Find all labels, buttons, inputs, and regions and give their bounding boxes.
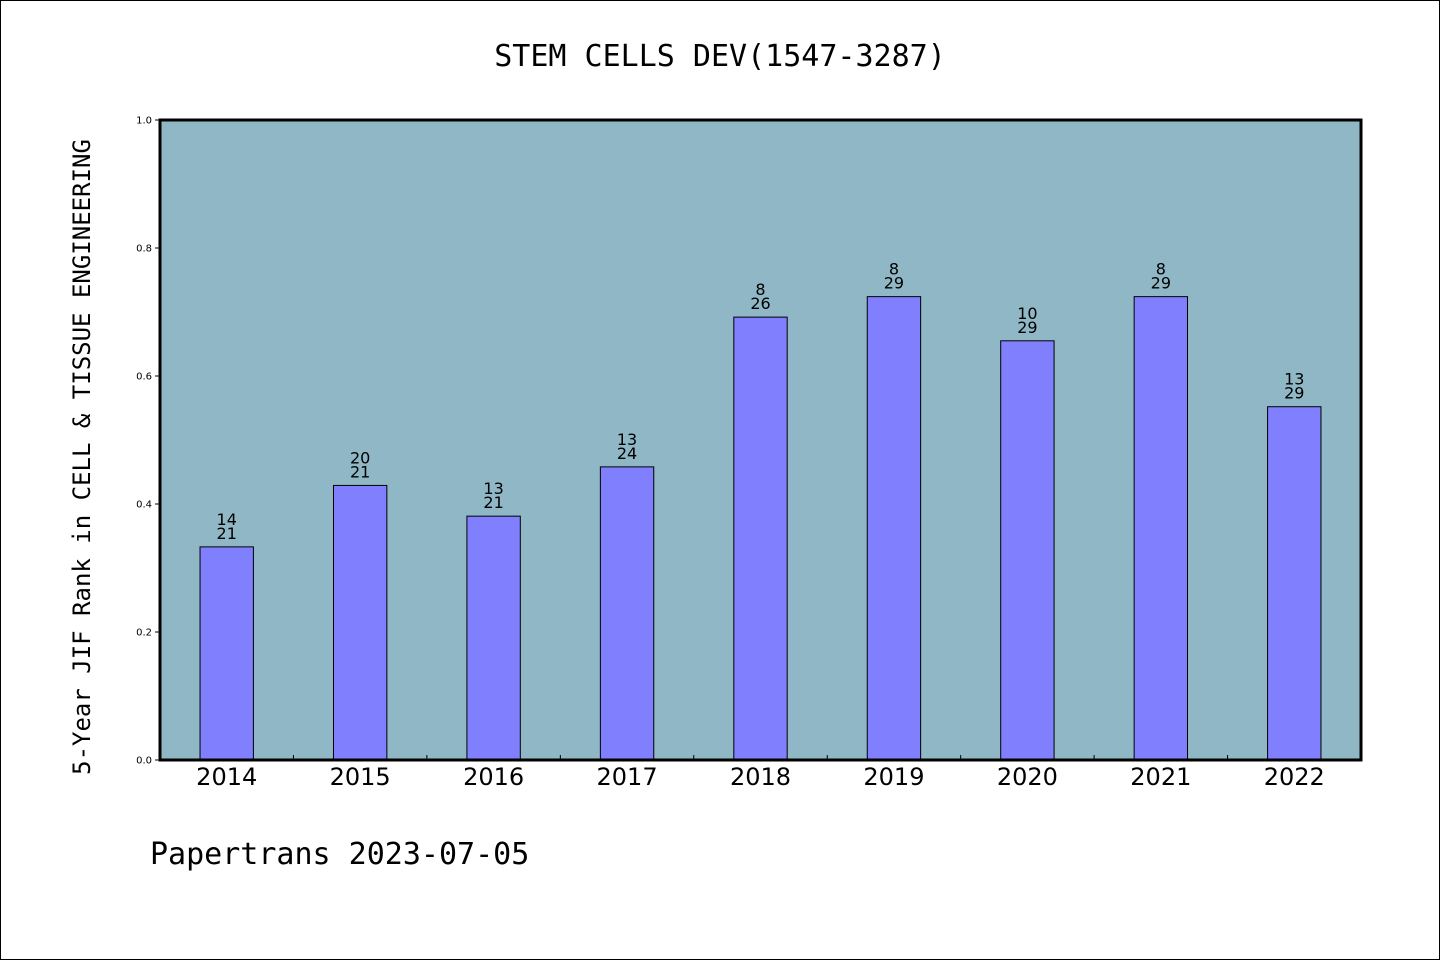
rank-label-2017: 13 — [617, 430, 637, 449]
chart-title: STEM CELLS DEV(1547-3287) — [494, 39, 946, 74]
bar-2016 — [466, 515, 521, 761]
y-tick-label: 0.4 — [136, 500, 152, 511]
total-label-2021: 29 — [1151, 274, 1171, 293]
plot-border — [158, 118, 1363, 762]
total-label-2017: 24 — [617, 444, 637, 463]
x-tick-label-2022: 2022 — [1264, 763, 1325, 791]
rank-label-2018: 8 — [755, 280, 765, 299]
rank-label-2019: 8 — [889, 260, 899, 279]
rank-label-2020: 10 — [1017, 304, 1037, 323]
total-label-2019: 29 — [884, 274, 904, 293]
total-label-2020: 29 — [1017, 318, 1037, 337]
x-tick-label-2016: 2016 — [463, 763, 524, 791]
rank-label-2014: 14 — [217, 510, 237, 529]
y-ticks-group: 0.0 0.2 0.4 0.6 0.8 1.0 — [136, 116, 160, 767]
bar-2020 — [1000, 340, 1055, 761]
y-axis-label: 5-Year JIF Rank in CELL & TISSUE ENGINEE… — [68, 139, 96, 775]
rank-label-2022: 13 — [1284, 370, 1304, 389]
x-tick-label-2017: 2017 — [597, 763, 658, 791]
x-tick-label-2021: 2021 — [1130, 763, 1191, 791]
bar-2021 — [1133, 296, 1189, 761]
y-tick-label: 0.2 — [136, 628, 152, 639]
bar-2018 — [733, 316, 788, 761]
bar-2014 — [199, 546, 254, 761]
x-tick-label-2019: 2019 — [863, 763, 924, 791]
total-label-2015: 21 — [350, 462, 370, 481]
rank-label-2015: 20 — [350, 448, 370, 467]
total-label-2022: 29 — [1284, 384, 1304, 403]
total-label-2018: 26 — [750, 294, 770, 313]
y-tick-label: 0.8 — [136, 244, 152, 255]
x-ticks-group: 2014 2015 2016 2017 2018 2019 2020 2021 2022 — [196, 755, 1325, 791]
y-tick-label: 0.6 — [136, 372, 152, 383]
x-tick-label-2014: 2014 — [196, 763, 257, 791]
total-label-2016: 21 — [483, 493, 503, 512]
bar-2022 — [1267, 406, 1322, 761]
total-label-2014: 21 — [217, 524, 237, 543]
y-tick-label: 0.0 — [136, 756, 152, 767]
y-tick-label: 1.0 — [136, 116, 152, 127]
x-tick-label-2020: 2020 — [997, 763, 1058, 791]
x-tick-label-2018: 2018 — [730, 763, 791, 791]
bar-2017 — [599, 466, 655, 761]
footer-text: Papertrans 2023-07-05 — [150, 837, 529, 872]
rank-label-2021: 8 — [1156, 260, 1166, 279]
bar-2015 — [332, 484, 388, 761]
rank-label-2016: 13 — [483, 479, 503, 498]
x-tick-label-2015: 2015 — [330, 763, 391, 791]
bar-2019 — [866, 296, 922, 761]
